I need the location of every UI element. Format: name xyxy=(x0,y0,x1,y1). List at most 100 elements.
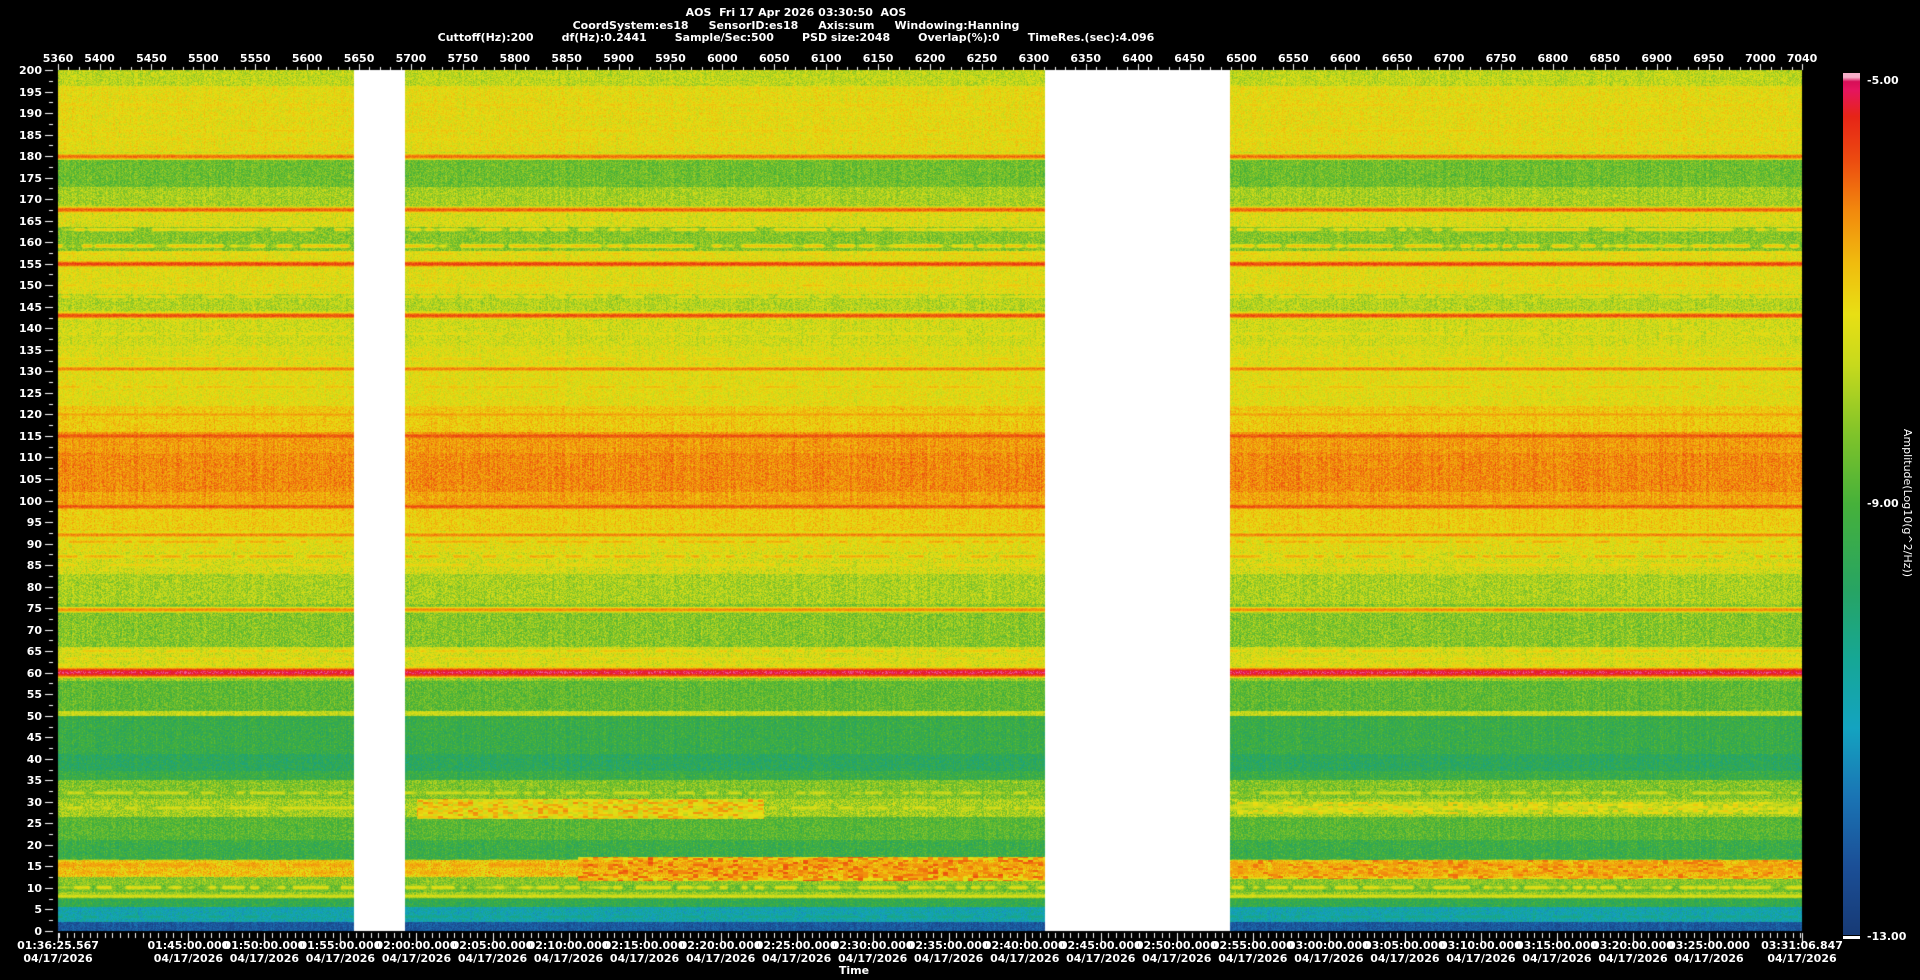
header-param: Overlap(%):0 xyxy=(918,31,1000,44)
time-value: 01:55:00.000 xyxy=(299,939,382,952)
top-axis-tick-label: 5600 xyxy=(291,52,323,65)
time-value: 02:40:00.000 xyxy=(983,939,1066,952)
time-axis-title: Time xyxy=(838,964,870,977)
date-value: 04/17/2026 xyxy=(381,952,452,965)
left-axis-tick-label: 75 xyxy=(26,602,42,616)
top-axis-tick-label: 5900 xyxy=(603,52,634,65)
time-axis-tick-label: 03:05:00.000 04/17/2026 xyxy=(1364,939,1446,965)
time-axis-tick-label: 03:10:00.000 04/17/2026 xyxy=(1440,939,1522,965)
left-axis-tick-label: 25 xyxy=(26,817,42,831)
time-axis-tick-label: 02:05:00.000 04/17/2026 xyxy=(452,939,534,965)
time-axis-tick-label: 02:10:00.000 04/17/2026 xyxy=(528,939,610,965)
time-value: 02:15:00.000 xyxy=(603,939,686,952)
time-axis-tick-label: 03:31:06.847 04/17/2026 xyxy=(1761,939,1843,965)
time-axis-tick-label: 03:15:00.000 04/17/2026 xyxy=(1516,939,1598,965)
time-axis-tick-label: 03:00:00.000 04/17/2026 xyxy=(1288,939,1370,965)
header-param: df(Hz):0.2441 xyxy=(561,31,647,44)
colorbar xyxy=(1843,73,1860,935)
left-axis-tick-label: 30 xyxy=(26,795,42,809)
left-axis-tick-label: 55 xyxy=(26,688,42,702)
left-axis-tick-label: 195 xyxy=(19,85,42,99)
colorbar-min-label: -13.00 xyxy=(1867,930,1907,943)
left-axis-tick-label: 85 xyxy=(26,559,42,573)
top-axis-tick-label: 5400 xyxy=(84,52,115,65)
time-value: 03:05:00.000 xyxy=(1363,939,1446,952)
time-value: 03:15:00.000 xyxy=(1516,939,1598,952)
header-param: Cuttoff(Hz):200 xyxy=(437,31,534,44)
time-value: 02:50:00.000 xyxy=(1135,939,1218,952)
top-axis-tick-label: 5450 xyxy=(136,52,167,65)
date-value: 04/17/2026 xyxy=(229,952,300,965)
time-axis-tick-label: 02:25:00.000 04/17/2026 xyxy=(756,939,838,965)
time-axis-tick-label: 02:45:00.000 04/17/2026 xyxy=(1060,939,1142,965)
date-value: 04/17/2026 xyxy=(457,952,528,965)
left-axis-tick-label: 110 xyxy=(19,451,42,465)
date-value: 04/17/2026 xyxy=(990,952,1060,965)
time-axis-tick-label: 01:45:00.000 04/17/2026 xyxy=(147,939,229,965)
date-value: 04/17/2026 xyxy=(1767,952,1837,965)
time-axis-tick-label: 02:35:00.000 04/17/2026 xyxy=(908,939,990,965)
date-value: 04/17/2026 xyxy=(1522,952,1592,965)
left-axis-tick-label: 100 xyxy=(19,494,42,508)
date-value: 04/17/2026 xyxy=(1674,952,1744,965)
left-axis-tick-label: 5 xyxy=(34,903,42,917)
time-axis-tick-label: 03:25:00.000 04/17/2026 xyxy=(1668,939,1750,965)
top-axis-tick-label: 5700 xyxy=(395,52,427,65)
date-value: 04/17/2026 xyxy=(1370,952,1440,965)
top-axis-tick-label: 6250 xyxy=(966,52,998,65)
top-axis-tick-label: 6000 xyxy=(707,52,738,65)
header-param: PSD size:2048 xyxy=(801,31,891,44)
colorbar-bottom-tick xyxy=(1843,936,1860,939)
header-param: Windowing:Hanning xyxy=(894,19,1020,32)
header-param: CoordSystem:es18 xyxy=(572,19,689,32)
left-axis-tick-label: 170 xyxy=(19,193,42,207)
left-axis-tick-label: 165 xyxy=(19,214,42,228)
time-value: 03:20:00.000 xyxy=(1592,939,1674,952)
time-value: 01:45:00.000 xyxy=(147,939,230,952)
date-value: 04/17/2026 xyxy=(1142,952,1212,965)
left-axis-tick-label: 50 xyxy=(26,709,42,723)
header-param: Axis:sum xyxy=(818,19,875,32)
time-value: 03:31:06.847 xyxy=(1761,939,1843,952)
top-axis-tick-label: 6550 xyxy=(1278,52,1309,65)
left-axis-tick-label: 90 xyxy=(26,537,42,551)
left-axis-tick-label: 105 xyxy=(19,472,42,486)
top-axis-tick-label: 6650 xyxy=(1381,52,1413,65)
time-value: 02:10:00.000 xyxy=(527,939,610,952)
date-value: 04/17/2026 xyxy=(1446,952,1516,965)
top-axis-tick-label: 6500 xyxy=(1226,52,1257,65)
top-axis-tick-label: 5800 xyxy=(499,52,531,65)
header-param: SensorID:es18 xyxy=(708,19,799,32)
time-value: 01:36:25.567 xyxy=(17,939,99,952)
left-axis-tick-label: 80 xyxy=(26,580,42,594)
colorbar-max-label: -5.00 xyxy=(1867,74,1899,87)
date-value: 04/17/2026 xyxy=(533,952,604,965)
time-axis-tick-label: 02:15:00.000 04/17/2026 xyxy=(604,939,686,965)
left-axis-tick-label: 185 xyxy=(19,128,42,142)
date-value: 04/17/2026 xyxy=(1218,952,1288,965)
left-axis-tick-label: 60 xyxy=(26,666,42,680)
top-axis-tick-label: 5360 xyxy=(42,52,74,65)
header-param: TimeRes.(sec):4.096 xyxy=(1027,31,1155,44)
top-axis-tick-label: 5500 xyxy=(188,52,219,65)
time-axis-tick-label: 02:55:00.000 04/17/2026 xyxy=(1212,939,1294,965)
left-axis-tick-label: 45 xyxy=(26,731,42,745)
date-value: 04/17/2026 xyxy=(23,952,93,965)
time-value: 01:50:00.000 xyxy=(223,939,306,952)
date-value: 04/17/2026 xyxy=(838,952,908,965)
time-value: 02:35:00.000 xyxy=(907,939,990,952)
time-axis-tick-label: 01:36:25.567 04/17/2026 xyxy=(17,939,99,965)
date-value: 04/17/2026 xyxy=(153,952,223,965)
left-axis-tick-label: 0 xyxy=(34,925,42,938)
time-axis-tick-label: 01:50:00.000 04/17/2026 xyxy=(223,939,305,965)
left-axis-tick-label: 150 xyxy=(19,279,42,293)
time-axis-tick-label: 01:55:00.000 04/17/2026 xyxy=(300,939,382,965)
top-axis-tick-label: 6850 xyxy=(1589,52,1621,65)
time-value: 02:45:00.000 xyxy=(1059,939,1142,952)
colorbar-axis-title: Amplitude(Log10(g^2/Hz)) xyxy=(1901,428,1914,578)
top-axis-tick-label: 6900 xyxy=(1641,52,1672,65)
left-axis-tick-label: 35 xyxy=(26,774,42,788)
left-axis-tick-label: 160 xyxy=(19,236,42,250)
